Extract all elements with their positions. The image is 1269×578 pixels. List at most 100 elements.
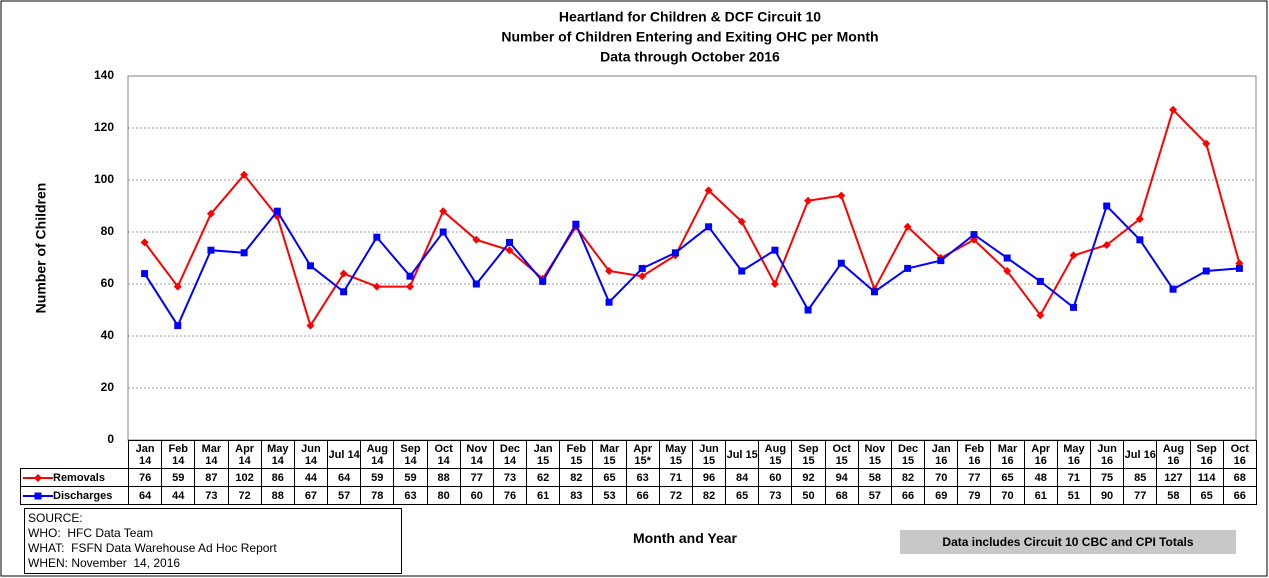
source-line: WHO: HFC Data Team (28, 526, 154, 540)
source-box: SOURCE: WHO: HFC Data Team WHAT: FSFN Data… (24, 508, 402, 574)
marker (506, 238, 514, 246)
table-value: 63 (625, 468, 660, 487)
marker (439, 228, 447, 236)
marker (1069, 251, 1078, 260)
table-value: 88 (426, 468, 461, 487)
x-tick-label: Nov 15 (857, 440, 892, 469)
chart-title: Heartland for Children & DCF Circuit 10 (559, 9, 821, 25)
y-tick-label: 0 (107, 432, 114, 446)
table-value: 68 (824, 486, 859, 505)
x-tick-label: Sep 16 (1189, 440, 1224, 469)
x-tick-label: Feb 14 (161, 440, 196, 469)
table-value: 59 (161, 468, 196, 487)
table-value: 92 (791, 468, 826, 487)
marker (704, 186, 713, 195)
marker (1136, 236, 1144, 244)
table-value: 72 (227, 486, 262, 505)
table-value: 90 (1089, 486, 1125, 505)
table-value: 114 (1189, 468, 1224, 487)
y-tick-label: 20 (101, 380, 115, 394)
marker (572, 220, 580, 228)
table-value: 76 (127, 468, 163, 487)
x-tick-label: Dec 14 (492, 440, 528, 469)
legend-entry: Removals (20, 468, 129, 487)
x-tick-label: Oct 14 (426, 440, 461, 469)
table-value: 62 (526, 468, 561, 487)
table-value: 50 (791, 486, 826, 505)
table-value: 59 (393, 468, 428, 487)
marker (1169, 285, 1177, 293)
table-value: 127 (1156, 468, 1191, 487)
marker (273, 207, 281, 215)
series-line (143, 107, 1241, 328)
y-tick-label: 120 (94, 120, 114, 134)
table-value: 77 (957, 468, 992, 487)
table-value: 88 (260, 486, 295, 505)
table-value: 83 (559, 486, 594, 505)
table-value: 65 (1189, 486, 1224, 505)
table-value: 67 (293, 486, 329, 505)
table-value: 71 (1056, 468, 1091, 487)
source-line: SOURCE: (28, 511, 83, 525)
y-tick-label: 40 (101, 328, 115, 342)
marker (472, 235, 481, 244)
marker (605, 267, 614, 275)
table-value: 68 (1222, 468, 1257, 487)
table-value: 57 (857, 486, 892, 505)
table-value: 61 (1023, 486, 1058, 505)
table-value: 66 (890, 486, 926, 505)
marker (1169, 105, 1178, 114)
legend-label: Discharges (53, 489, 113, 502)
x-tick-label: Oct 16 (1222, 440, 1257, 469)
marker (605, 298, 613, 306)
marker (1102, 241, 1111, 249)
table-value: 84 (725, 468, 760, 487)
x-tick-label: Jan 15 (526, 440, 561, 469)
table-value: 66 (625, 486, 660, 505)
source-line: WHAT: FSFN Data Warehouse Ad Hoc Report (28, 541, 277, 555)
x-tick-label: Dec 15 (890, 440, 926, 469)
table-value: 71 (658, 468, 693, 487)
table-value: 61 (526, 486, 561, 505)
marker (1202, 267, 1210, 275)
table-value: 73 (758, 486, 793, 505)
x-tick-label: Aug 16 (1156, 440, 1191, 469)
x-tick-label: Mar 15 (592, 440, 627, 469)
table-value: 75 (1089, 468, 1125, 487)
marker (937, 257, 945, 265)
x-tick-label: Mar 16 (990, 440, 1025, 469)
x-tick-label: Sep 15 (791, 440, 826, 469)
plot-border (127, 75, 1257, 441)
source-line: WHEN: November 14, 2016 (28, 556, 181, 570)
series-row: Discharges 64 44 73 72 88 67 57 78 63 80 60 76 61 83 53… (20, 486, 1257, 505)
category-row: Jan 14 Feb 14 Mar 14 Apr 14 May 14 Jun 14 Jul … (20, 440, 1257, 469)
table-corner (20, 440, 129, 469)
x-tick-label: Jul 16 (1123, 440, 1158, 469)
y-tick-label: 140 (94, 68, 114, 82)
x-tick-label: Sep 14 (393, 440, 428, 469)
table-value: 73 (492, 468, 528, 487)
table-value: 69 (924, 486, 959, 505)
marker (174, 322, 182, 330)
table-value: 65 (592, 468, 627, 487)
x-tick-label: Jun 16 (1089, 440, 1125, 469)
table-value: 64 (327, 468, 362, 487)
table-value: 57 (327, 486, 362, 505)
marker (903, 222, 912, 231)
note: Data includes Circuit 10 CBC and CPI Tot… (900, 530, 1236, 554)
x-axis-label: Month and Year (633, 530, 737, 546)
table-value: 59 (360, 468, 395, 487)
marker (173, 282, 182, 291)
table-value: 58 (857, 468, 892, 487)
x-tick-label: Feb 16 (957, 440, 992, 469)
legend-label: Removals (53, 471, 105, 484)
marker (340, 288, 348, 296)
marker (837, 191, 846, 200)
series-line (143, 204, 1240, 328)
marker (1202, 139, 1211, 148)
x-tick-label: Apr 14 (227, 440, 262, 469)
table-value: 60 (459, 486, 494, 505)
table-value: 85 (1123, 468, 1158, 487)
x-tick-label: Jun 15 (691, 440, 727, 469)
marker (738, 267, 746, 275)
